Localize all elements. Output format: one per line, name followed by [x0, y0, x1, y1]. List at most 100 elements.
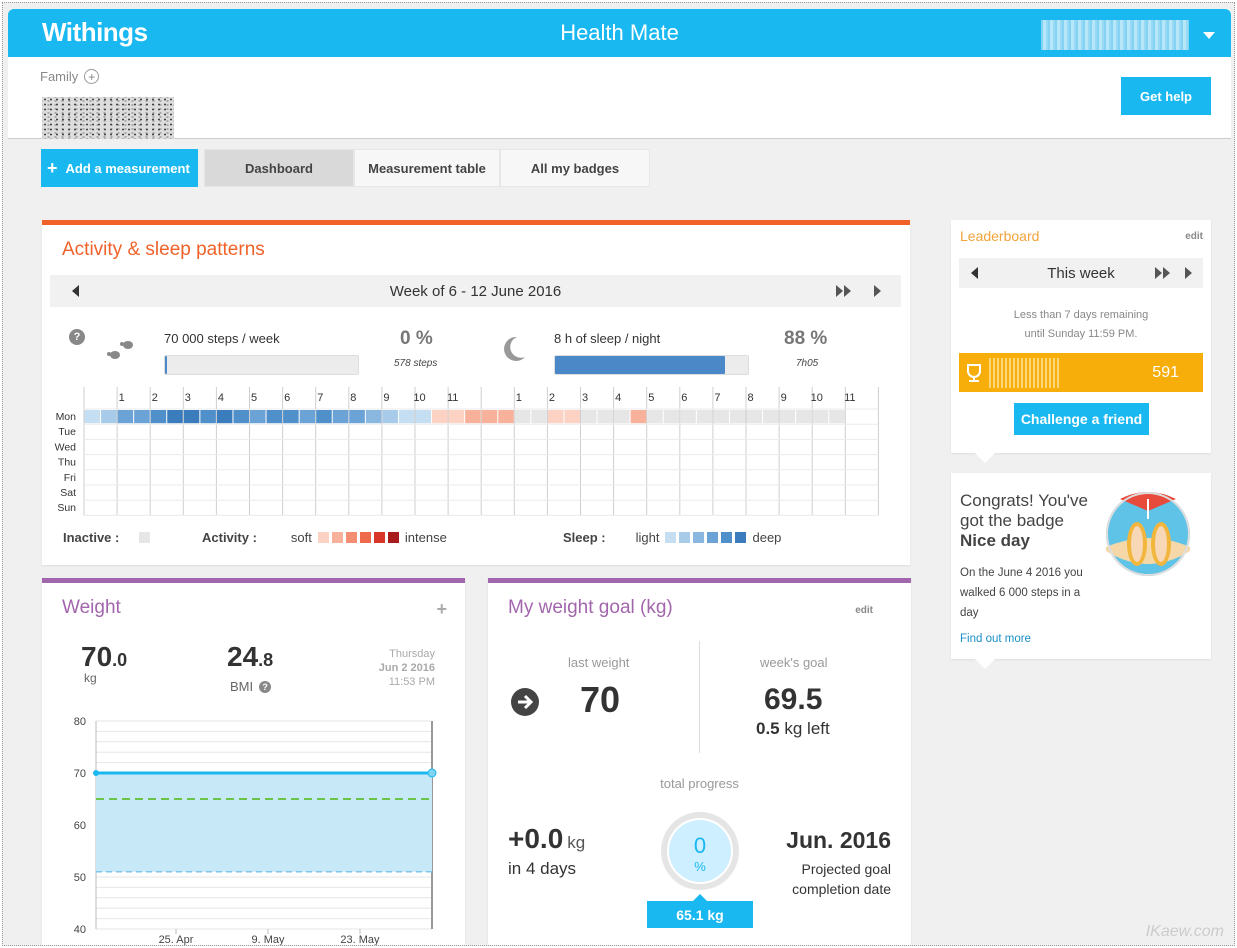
weight-card-title: Weight	[62, 597, 121, 618]
badge-heading: Congrats! You've got the badge Nice day	[960, 491, 1088, 551]
get-help-button[interactable]: Get help	[1121, 77, 1211, 115]
heatmap-cell	[200, 410, 216, 424]
sleep-scale	[665, 532, 747, 543]
user-name-redacted[interactable]	[1041, 20, 1189, 50]
legend-activity: Activity : soft intense	[202, 530, 447, 545]
heatmap-cell	[481, 410, 498, 424]
weight-change-period: in 4 days	[508, 859, 577, 878]
sleep-goal-label: 8 h of sleep / night	[554, 331, 661, 346]
challenge-friend-button[interactable]: Challenge a friend	[1014, 403, 1149, 435]
hour-label: 3	[185, 392, 191, 404]
hour-label: 6	[284, 392, 290, 404]
badge-description: On the June 4 2016 you walked 6 000 step…	[960, 563, 1083, 623]
leaderboard-user-redacted	[989, 357, 1059, 388]
day-label: Tue	[58, 426, 76, 438]
find-out-more-link[interactable]: Find out more	[960, 633, 1031, 645]
kg-left-value: 0.5	[756, 719, 780, 738]
help-icon[interactable]: ?	[69, 329, 85, 345]
tab-dashboard[interactable]: Dashboard	[204, 149, 354, 187]
heatmap-cell	[812, 410, 829, 424]
plus-icon[interactable]: +	[436, 599, 447, 619]
sleep-swatch	[735, 532, 747, 543]
hour-label: 8	[747, 392, 753, 404]
user-menu[interactable]	[1041, 20, 1215, 50]
flip-flops-badge-icon	[1106, 492, 1190, 576]
activity-swatch	[373, 532, 385, 543]
add-measurement-button[interactable]: + Add a measurement	[41, 149, 198, 187]
sleep-swatch	[665, 532, 677, 543]
steps-progress-bar	[164, 355, 359, 375]
card-pointer	[975, 453, 995, 463]
heatmap-cell	[696, 410, 713, 424]
hour-label: 6	[681, 392, 687, 404]
weight-value-int: 70	[81, 641, 113, 672]
badge-line2: got the badge	[960, 511, 1064, 530]
hour-label: 9	[383, 392, 389, 404]
tab-all-my-badges[interactable]: All my badges	[500, 149, 650, 187]
heatmap-cell	[498, 410, 514, 424]
goal-edit-link[interactable]: edit	[855, 605, 873, 616]
leaderboard-edit-link[interactable]: edit	[1185, 231, 1203, 242]
sleep-duration: 7h05	[796, 358, 819, 369]
week-selector: Week of 6 - 12 June 2016	[50, 275, 901, 307]
hour-label: 11	[844, 392, 855, 404]
x-tick-label: 25. Apr	[159, 934, 194, 946]
heatmap-cell	[448, 410, 465, 424]
y-tick-label: 60	[74, 820, 86, 832]
steps-goal-label: 70 000 steps / week	[164, 331, 280, 346]
family-member-avatar[interactable]	[42, 97, 174, 139]
help-icon[interactable]: ?	[259, 680, 272, 693]
plus-circle-icon[interactable]: +	[84, 69, 100, 84]
total-progress-label: total progress	[660, 776, 739, 791]
leaderboard-entry[interactable]: 591	[959, 353, 1203, 392]
hour-label: 5	[251, 392, 257, 404]
activity-swatch	[359, 532, 371, 543]
activity-card-title: Activity & sleep patterns	[62, 239, 265, 260]
next-week-icon[interactable]	[874, 285, 881, 297]
remaining-line1: Less than 7 days remaining	[1013, 309, 1149, 321]
prev-period-icon[interactable]	[971, 267, 978, 279]
hour-label: 7	[317, 392, 323, 404]
heatmap-cell	[349, 410, 365, 424]
top-bar: Withings Health Mate	[8, 9, 1231, 57]
heatmap-cell	[216, 410, 233, 424]
heatmap-cell	[614, 410, 630, 424]
fast-forward-icon[interactable]	[1155, 266, 1171, 280]
weight-change-unit: kg	[567, 833, 586, 852]
tab-measurement-table[interactable]: Measurement table	[354, 149, 500, 187]
legend-sleep: Sleep : light deep	[563, 530, 781, 545]
weight-value-dec: .0	[112, 650, 128, 670]
heatmap-cell	[432, 410, 448, 424]
y-tick-label: 50	[74, 872, 86, 884]
heatmap-cell	[332, 410, 349, 424]
day-label: Mon	[56, 411, 77, 423]
heatmap-cell	[779, 410, 796, 424]
progress-percent: 0	[693, 833, 707, 858]
activity-swatch	[331, 532, 343, 543]
x-tick-label: 23. May	[340, 934, 380, 946]
activity-scale	[317, 532, 399, 543]
brand-logo[interactable]: Withings	[42, 17, 148, 47]
badge-line1: Congrats! You've	[960, 491, 1089, 510]
heatmap-cell	[829, 410, 845, 424]
prev-week-icon[interactable]	[72, 285, 79, 297]
weight-change-value: +0.0	[508, 823, 564, 854]
heatmap-cell	[134, 410, 150, 424]
fast-forward-icon[interactable]	[836, 284, 852, 298]
weight-value: 70.0	[81, 641, 127, 673]
sleep-swatch	[707, 532, 719, 543]
family-section: Family +	[40, 69, 100, 84]
heatmap-cell	[266, 410, 283, 424]
moon-icon	[504, 336, 525, 361]
target-band	[96, 773, 432, 872]
steps-count: 578 steps	[394, 358, 438, 369]
heatmap-cell	[713, 410, 729, 424]
chevron-down-icon[interactable]	[1203, 31, 1215, 39]
hour-label: 4	[218, 392, 224, 404]
next-period-icon[interactable]	[1185, 267, 1192, 279]
weeks-goal-value: 69.5	[764, 683, 823, 716]
kg-left-text: kg left	[779, 719, 830, 738]
heatmap-cell	[415, 410, 432, 424]
hour-label: 11	[447, 392, 458, 404]
